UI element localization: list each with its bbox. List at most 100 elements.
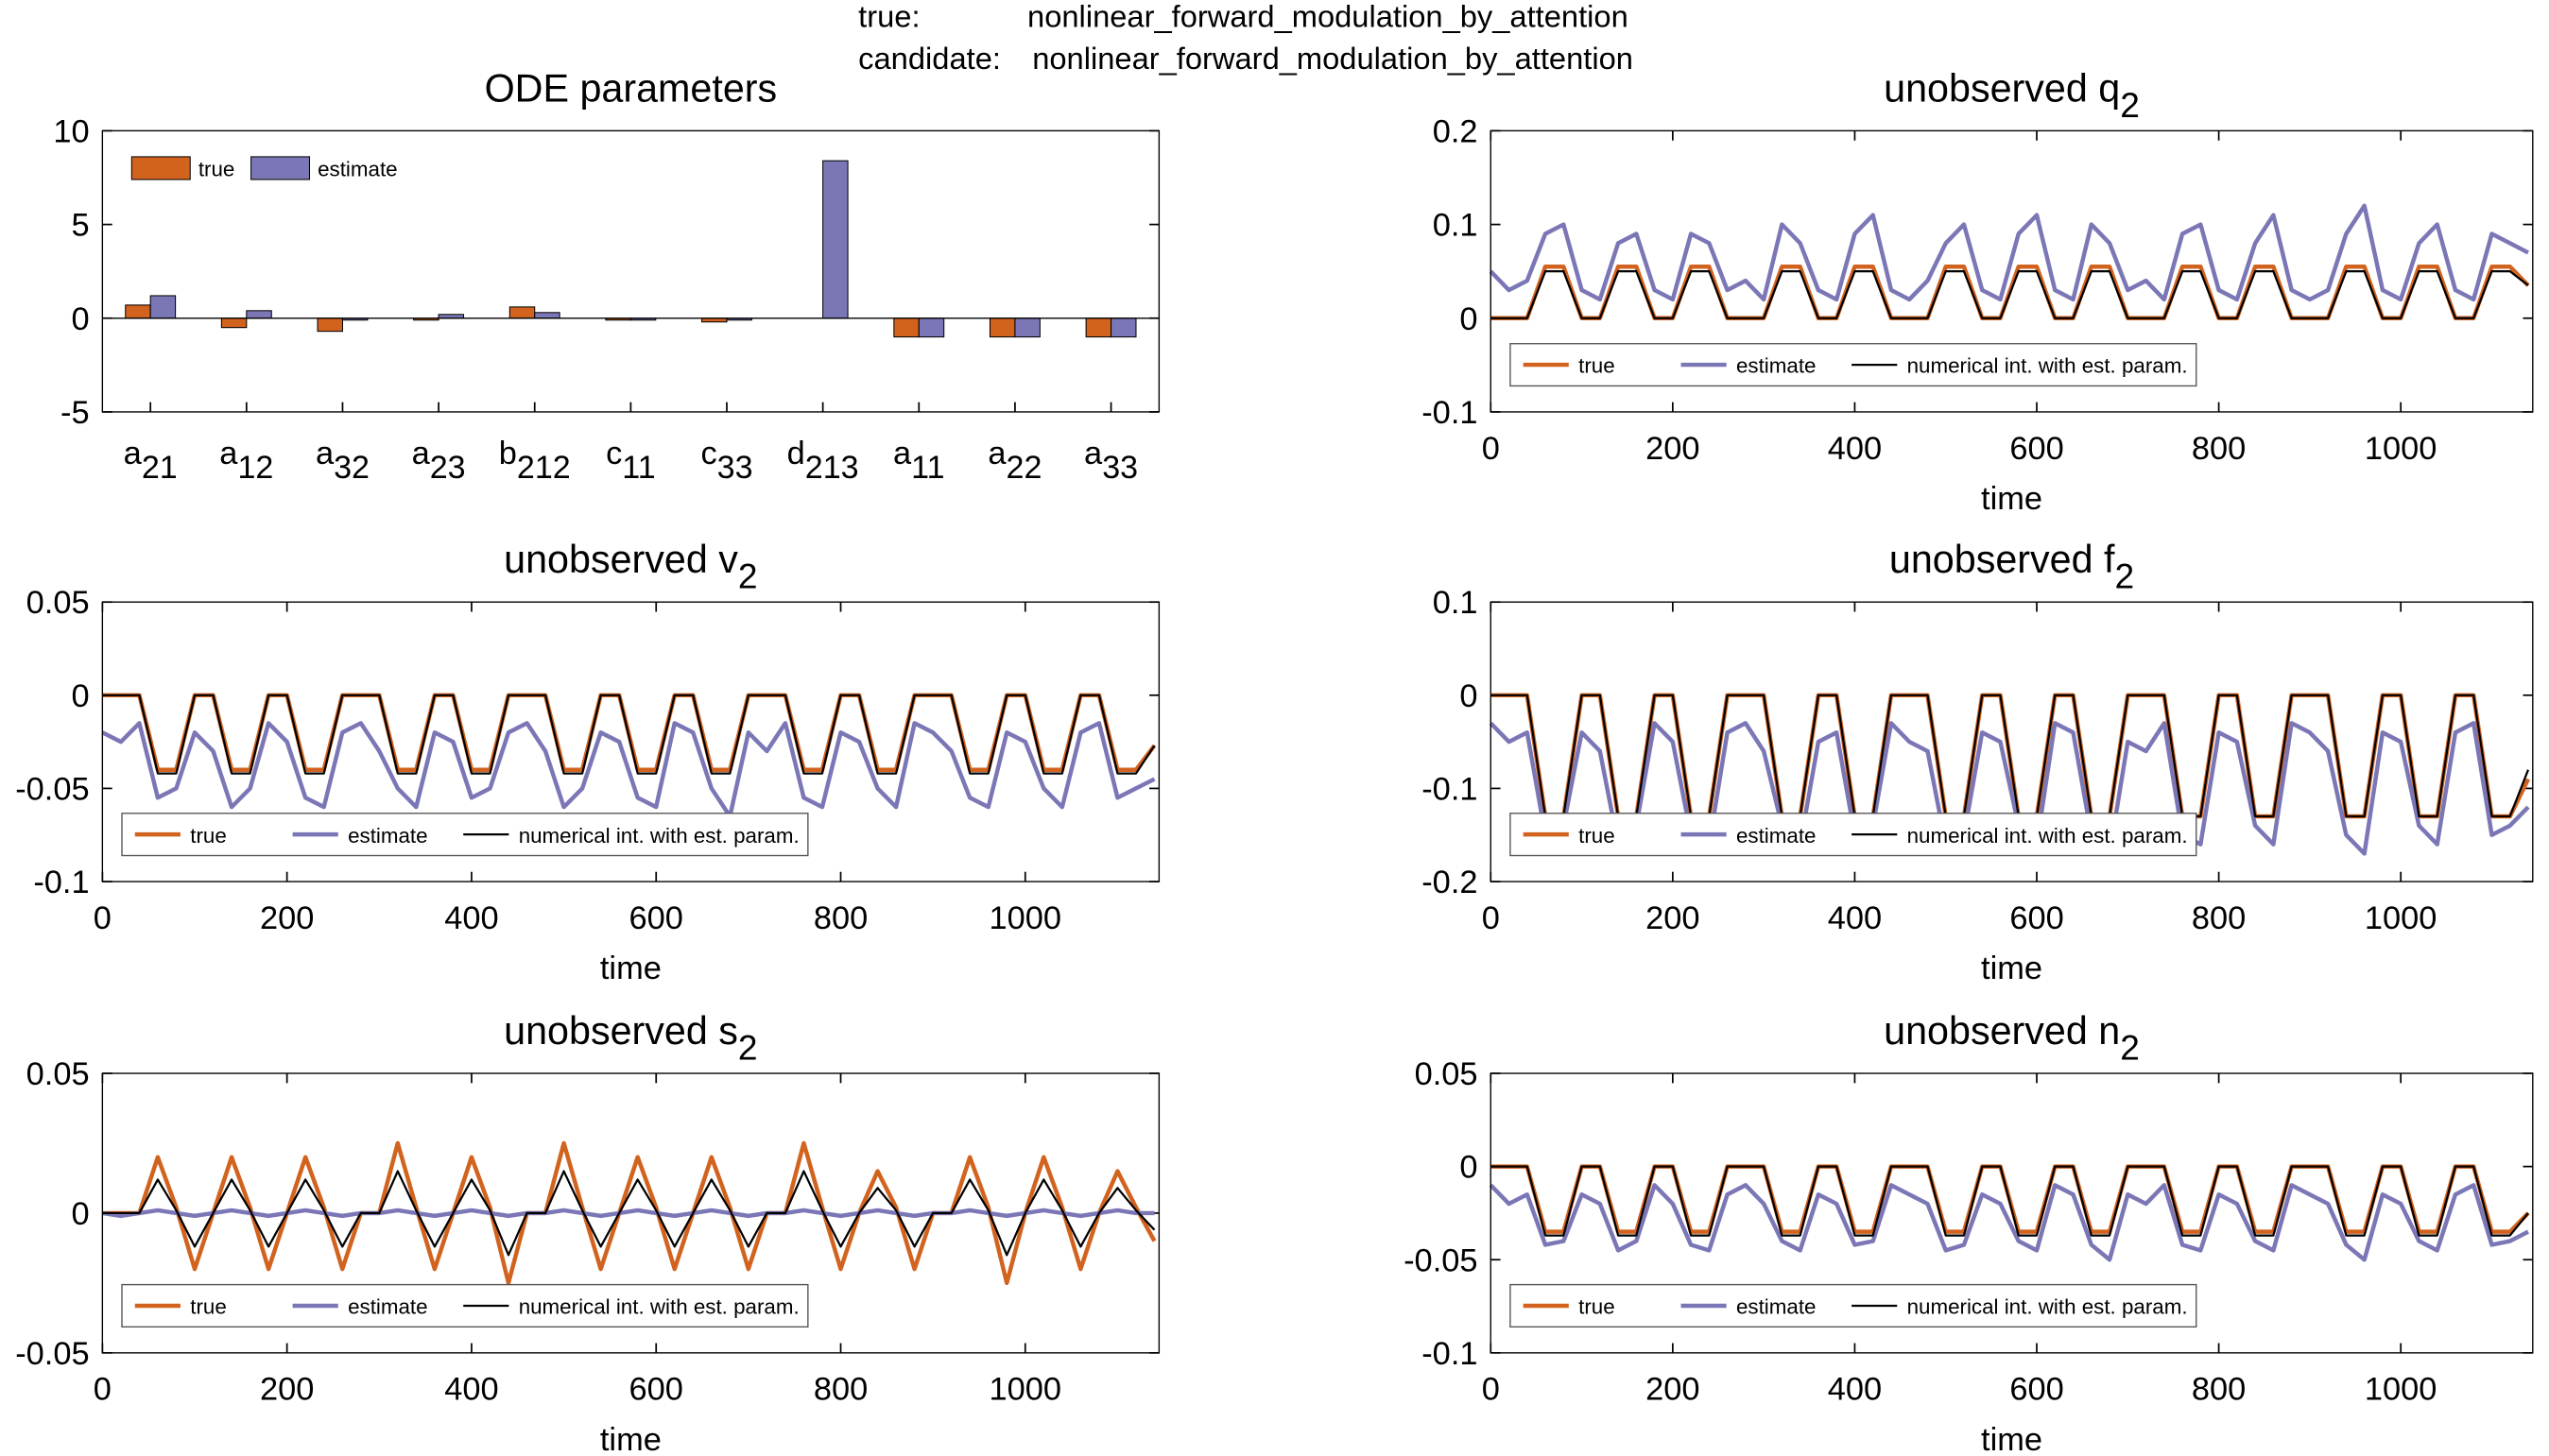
series-line	[1490, 694, 2530, 818]
y-tick-label: 0	[1459, 301, 1477, 337]
y-tick-label: -0.05	[15, 1336, 89, 1372]
x-tick-label: 600	[629, 900, 683, 936]
series-line	[102, 1208, 1155, 1219]
plot-frame	[101, 129, 1161, 413]
x-tick-label: 200	[1645, 900, 1699, 936]
bar	[149, 295, 177, 319]
legend-label: true	[190, 824, 227, 848]
plot-frame	[1490, 601, 2534, 882]
x-tick-label: 800	[814, 1372, 868, 1408]
x-tick-label: a11	[893, 436, 944, 486]
plot-frame	[1490, 1072, 2534, 1354]
bar	[508, 306, 536, 319]
y-tick-label: 0	[71, 678, 89, 714]
bar	[534, 312, 560, 319]
bar	[822, 160, 849, 319]
bar	[125, 304, 151, 319]
bar	[1014, 317, 1041, 338]
x-tick-label: 800	[2192, 1372, 2246, 1408]
x-tick-label: 200	[260, 900, 314, 936]
y-tick-label: -0.1	[1421, 1336, 1477, 1372]
x-tick-label: 400	[444, 1372, 498, 1408]
legend-label: numerical int. with est. param.	[519, 824, 800, 848]
x-tick-label: 200	[1645, 1372, 1699, 1408]
chart-title: unobserved v2	[504, 538, 757, 596]
x-tick-label: 800	[814, 900, 868, 936]
legend-label: estimate	[348, 824, 428, 848]
y-tick-label: 0	[71, 301, 89, 337]
y-tick-label: -5	[60, 395, 90, 431]
chart-title: unobserved f2	[1889, 538, 2134, 596]
x-tick-label: c33	[700, 436, 752, 486]
legend-label: numerical int. with est. param.	[519, 1295, 800, 1319]
suptitle-model: nonlinear_forward_modulation_by_attentio…	[1027, 0, 1628, 33]
x-tick-label: 400	[1828, 1372, 1882, 1408]
x-tick-label: 800	[2192, 900, 2246, 936]
x-tick-label: 800	[2192, 431, 2246, 467]
x-tick-label: 600	[2009, 1372, 2063, 1408]
series-line	[1489, 1183, 2530, 1262]
y-tick-label: 0	[71, 1196, 89, 1232]
legend-label: estimate	[1736, 354, 1817, 378]
bar	[246, 310, 272, 319]
x-tick-label: 600	[2009, 900, 2063, 936]
series-line	[102, 1170, 1156, 1257]
series-line	[102, 694, 1156, 775]
x-tick-label: 400	[444, 900, 498, 936]
y-tick-label: -0.05	[15, 771, 89, 807]
y-tick-label: 0.05	[26, 1056, 90, 1092]
bar	[317, 317, 343, 333]
bar	[893, 317, 920, 338]
series-line	[101, 721, 1156, 819]
legend-label: true	[1578, 354, 1615, 378]
x-axis-label: time	[600, 951, 662, 986]
x-tick-label: c11	[606, 436, 656, 486]
y-tick-label: -0.1	[33, 865, 89, 900]
legend-label: estimate	[1736, 824, 1817, 848]
bar	[220, 317, 248, 329]
plot-frame	[1490, 129, 2534, 413]
legend-swatch	[250, 156, 311, 180]
bar	[1111, 317, 1137, 338]
x-tick-label: 0	[94, 1372, 112, 1408]
x-tick-label: 600	[629, 1372, 683, 1408]
legend-label: estimate	[1736, 1295, 1817, 1319]
x-axis-label: time	[600, 1422, 662, 1456]
bar	[1085, 317, 1112, 338]
suptitle-model: nonlinear_forward_modulation_by_attentio…	[1032, 41, 1633, 76]
suptitle-label: true:	[858, 0, 920, 33]
x-tick-label: 1000	[2365, 1372, 2437, 1408]
legend-label: true	[198, 158, 235, 181]
y-tick-label: -0.1	[1421, 771, 1477, 807]
series-line	[1490, 1165, 2529, 1237]
suptitle-label: candidate:	[858, 41, 1001, 76]
x-tick-label: 200	[260, 1372, 314, 1408]
x-axis-label: time	[1981, 1422, 2042, 1456]
legend-swatch	[130, 156, 191, 180]
legend-label: true	[1578, 824, 1615, 848]
legend-label: numerical int. with est. param.	[1907, 824, 2188, 848]
plot-frame	[101, 1072, 1161, 1354]
y-tick-label: -0.2	[1421, 865, 1477, 900]
legend-label: numerical int. with est. param.	[1907, 1295, 2188, 1319]
series-line	[1490, 270, 2529, 319]
x-tick-label: 200	[1645, 431, 1699, 467]
x-tick-label: a23	[412, 436, 466, 486]
y-tick-label: 0.05	[1415, 1056, 1478, 1092]
x-axis-label: time	[1981, 951, 2042, 986]
y-tick-label: 0	[1459, 1150, 1477, 1186]
x-tick-label: a12	[219, 436, 273, 486]
legend-label: true	[1578, 1295, 1615, 1319]
x-tick-label: 400	[1828, 900, 1882, 936]
x-tick-label: 1000	[2365, 431, 2437, 467]
x-tick-label: 1000	[990, 900, 1062, 936]
x-tick-label: 1000	[2365, 900, 2437, 936]
x-tick-label: 600	[2009, 431, 2063, 467]
bar	[989, 317, 1016, 338]
legend-label: estimate	[348, 1295, 428, 1319]
x-tick-label: d213	[787, 436, 859, 486]
legend-label: true	[190, 1295, 227, 1319]
x-tick-label: 0	[94, 900, 112, 936]
